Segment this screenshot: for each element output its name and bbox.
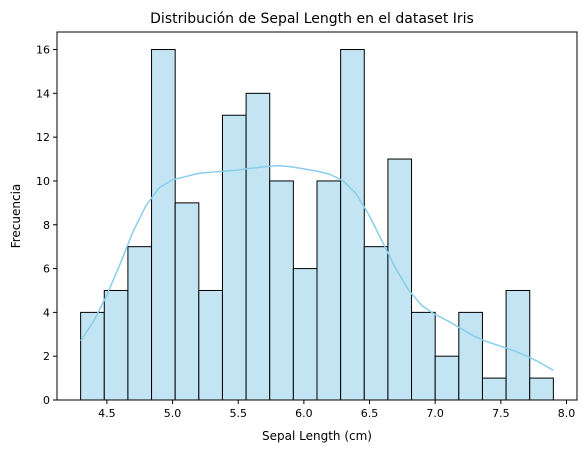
x-tick-label: 6.0 [295,407,313,420]
histogram-bar [411,311,436,401]
histogram-bar [103,289,129,401]
histogram-bar [245,92,271,401]
histogram-bar [198,289,223,401]
x-tick-label: 5.0 [164,407,182,420]
y-tick-label: 6 [43,263,50,276]
plot-frame [56,31,578,401]
histogram-bar [434,355,460,401]
kde-line [80,164,554,372]
y-tick-label: 0 [43,394,50,407]
histogram-bar [340,49,365,401]
histogram-bar [151,49,176,401]
chart-title: Distribución de Sepal Length en el datas… [150,11,474,27]
x-tick-label: 7.5 [492,407,510,420]
x-tick-label: 8.0 [558,407,576,420]
bars-layer [80,49,554,401]
histogram-bar [481,377,507,401]
x-axis: 4.5 5.0 5.5 6.0 6.5 7.0 7.5 8.0 [98,400,575,420]
y-axis-label: Frecuencia [9,184,23,249]
histogram-bar [292,268,318,401]
histogram-bar [387,158,413,401]
histogram-bar [174,202,200,401]
kde-layer [80,164,554,372]
y-tick-label: 14 [36,87,50,100]
histogram-bar [363,246,389,401]
histogram-bar [127,246,153,401]
y-tick-label: 4 [43,306,50,319]
histogram-bar [458,311,483,401]
histogram-bar [221,114,247,401]
x-tick-label: 7.0 [426,407,444,420]
histogram-bar [505,289,531,401]
x-axis-label: Sepal Length (cm) [262,429,372,443]
x-tick-label: 6.5 [361,407,379,420]
y-tick-label: 12 [36,131,50,144]
y-axis: 0 2 4 6 8 10 12 14 16 [36,44,57,407]
y-tick-label: 16 [36,44,50,57]
y-tick-label: 10 [36,175,50,188]
histogram-bar [80,311,105,401]
x-tick-label: 4.5 [98,407,116,420]
y-tick-label: 2 [43,350,50,363]
histogram-bar [269,180,294,401]
histogram-bar [529,377,554,401]
x-tick-label: 5.5 [229,407,247,420]
histogram-bar [316,180,342,401]
y-tick-label: 8 [43,219,50,232]
